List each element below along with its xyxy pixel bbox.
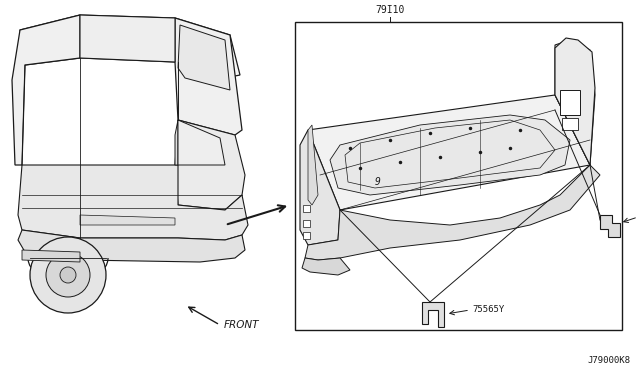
Polygon shape [555,38,595,165]
Polygon shape [562,118,578,130]
Polygon shape [308,95,590,210]
Polygon shape [302,258,350,275]
Polygon shape [178,25,230,90]
Circle shape [30,237,106,313]
Bar [303,205,310,212]
Polygon shape [305,165,600,260]
Polygon shape [80,215,175,225]
Polygon shape [308,125,318,205]
Text: J79000K8: J79000K8 [587,356,630,365]
Text: 79I10: 79I10 [375,5,404,15]
Polygon shape [300,130,340,245]
Polygon shape [22,250,80,262]
Bar [303,232,310,239]
Polygon shape [175,120,245,210]
Text: 75565Y: 75565Y [472,305,504,314]
Polygon shape [20,15,240,78]
Polygon shape [18,165,248,240]
Polygon shape [330,115,570,195]
Polygon shape [178,120,225,165]
Text: FRONT: FRONT [224,320,259,330]
Circle shape [60,267,76,283]
Polygon shape [175,120,178,165]
Bar [295,22,622,330]
Polygon shape [422,302,444,327]
Polygon shape [175,18,242,135]
Polygon shape [600,215,620,237]
Bar [303,220,310,227]
Polygon shape [560,90,580,115]
Polygon shape [12,15,80,165]
Polygon shape [80,15,175,62]
Text: 9: 9 [375,177,381,187]
Polygon shape [555,40,595,165]
Polygon shape [18,230,245,262]
Circle shape [46,253,90,297]
